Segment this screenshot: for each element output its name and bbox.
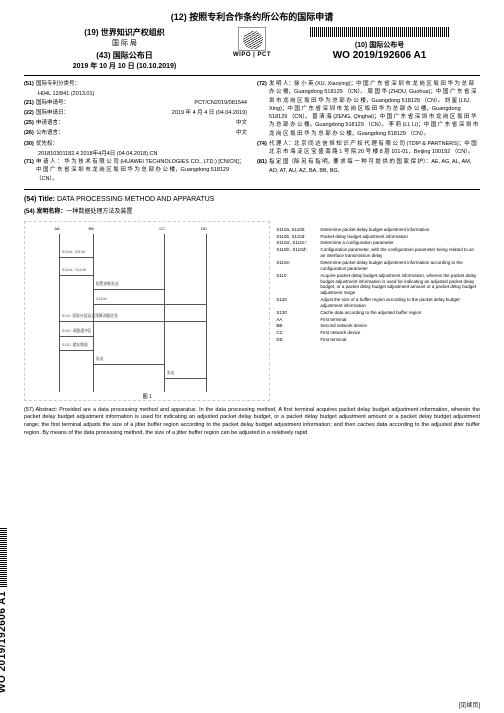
header-main-title: (12) 按照专利合作条约所公布的国际申请 (24, 10, 480, 23)
wipo-text: WIPO | PCT (233, 52, 271, 58)
legend-item: S110e:Determine packet delay budget adju… (276, 260, 480, 272)
pubno-value: WO 2019/192606 A1 (279, 50, 480, 61)
abstract-text: (57) Abstract: Provided are a data proce… (24, 407, 480, 438)
biblio-item: (22)国际申请日：2019 年 4 月 4 日 (04.04.2019) (24, 109, 247, 117)
pubno-label: (10) 国际公布号 (279, 40, 480, 50)
legend-item: S130Cache data according to the adjusted… (276, 310, 480, 316)
barcode-icon (310, 27, 450, 37)
figure-caption: 图 1 (143, 393, 152, 400)
fig-arrow-label: 发送 (96, 357, 104, 362)
side-barcode-icon (0, 527, 7, 587)
biblio-left: (51)国际专利分类号：H04L 12/841 (2013.01)(21)国际申… (24, 80, 247, 185)
legend-item: S110a', S110c':Determine a configuration… (276, 240, 480, 246)
biblio-item: (81)指 定 国（除 另 有 指 明，要 求 每 一 种 可 提 供 的 国 … (257, 158, 480, 175)
legend-item: S110b', S110d':Configuration parameter, … (276, 247, 480, 259)
figure-legend: S110a, S110b:Determine packet delay budg… (276, 221, 480, 401)
title-en: (54) Title: DATA PROCESSING METHOD AND A… (24, 196, 480, 203)
fig-arrow-label: 配置参数发送 (96, 282, 119, 287)
fig-arrow-label: S110a. S110b (62, 250, 86, 254)
legend-item: BBSecond network device (276, 323, 480, 329)
wipo-logo-icon (238, 27, 266, 51)
legend-item: CCFirst network device (276, 330, 480, 336)
biblio-item: (72)发 明 人：徐 小 英 (XU, Xiaoying)；中 国 广 东 省… (257, 80, 480, 138)
pub-date-label: (43) 国际公布日 (24, 50, 225, 61)
legend-item: S120Adjust the size of a buffer region a… (276, 297, 480, 309)
fig-arrow-label: 发送 (167, 371, 175, 376)
side-pub-code: WO 2019/192606 A1 (0, 527, 8, 693)
fig-node: BB (89, 226, 94, 231)
divider (24, 75, 480, 76)
legend-item: S110Acquire packet delay budget adjustme… (276, 273, 480, 296)
biblio-item: (30)优先权： (24, 140, 247, 148)
biblio-right: (72)发 明 人：徐 小 英 (XU, Xiaoying)；中 国 广 东 省… (257, 80, 480, 185)
biblio-item: (21)国际申请号：PCT/CN2019/081544 (24, 99, 247, 107)
title-cn: (54) 发明名称：一种数据处理方法及装置 (24, 206, 480, 215)
footer-continued: [见续页] (459, 700, 480, 709)
biblio-item: (26)公布语言：中文 (24, 129, 247, 137)
fig-node: DD (201, 226, 207, 231)
fig-arrow-label: S110a'. S110b' (62, 268, 87, 272)
org-line1: (19) 世界知识产权组织 (24, 27, 225, 38)
biblio-item: (51)国际专利分类号： (24, 80, 247, 88)
figure-diagram: 图 1 AA BB CC DD S110a. S110b S110a'. S110b' 配置… (24, 221, 270, 401)
fig-node: CC (159, 226, 165, 231)
fig-node: AA (54, 226, 59, 231)
org-line2: 国 际 局 (24, 38, 225, 48)
legend-item: DDFirst terminal (276, 337, 480, 343)
fig-arrow-label: S110b' (96, 297, 107, 301)
divider (24, 189, 480, 190)
biblio-item: (74)代 理 人：北 京 同 达 信 恒 知 识 产 权 代 理 有 限 公 … (257, 140, 480, 157)
legend-item: S110a, S110b:Determine packet delay budg… (276, 227, 480, 233)
biblio-item: (25)申请语言：中文 (24, 119, 247, 127)
legend-item: S110b, S110d:Packet delay budget adjustm… (276, 234, 480, 240)
fig-arrow-label: S120. 调整缓冲区 (62, 329, 92, 334)
biblio-item: (71)申 请 人 ： 华 为 技 术 有 限 公 司 (HUAWEI TECH… (24, 158, 247, 183)
legend-item: AAFirst terminal (276, 317, 480, 323)
fig-arrow-label: S110. 获取分组延迟预算调整信息 (62, 314, 118, 319)
fig-arrow-label: S130. 缓存数据 (62, 343, 88, 348)
pub-date-value: 2019 年 10 月 10 日 (10.10.2019) (24, 61, 225, 71)
